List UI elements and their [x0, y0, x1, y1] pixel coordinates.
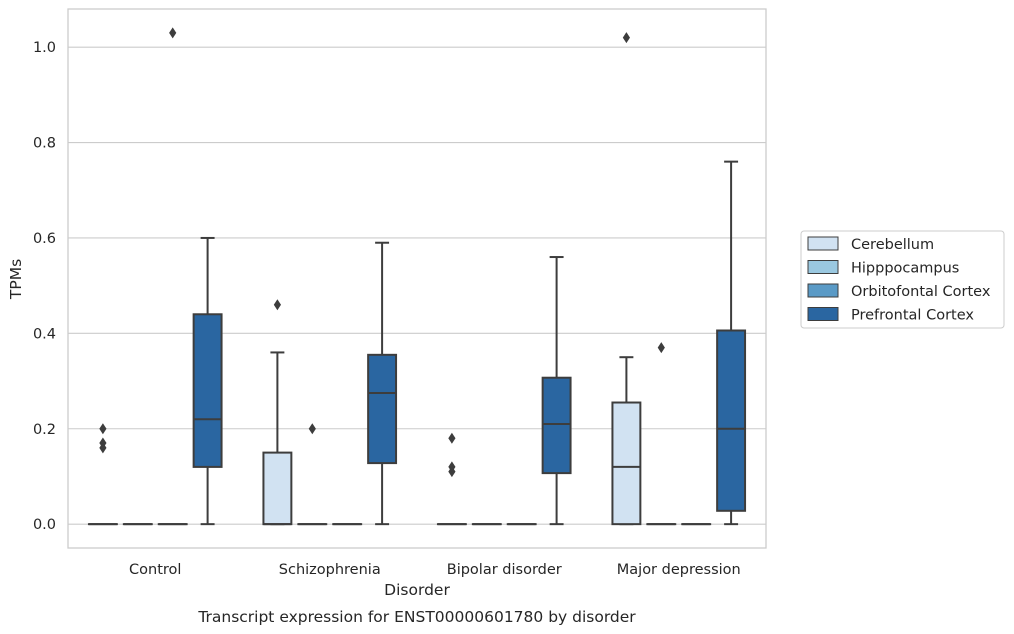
legend: Cerebellum Hipppocampus Orbitofontal Corte… [800, 230, 1005, 329]
legend-label: Prefrontal Cortex [851, 308, 974, 324]
box-cerebellum-2 [436, 432, 467, 526]
box-body [192, 313, 223, 468]
legend-swatch [807, 307, 839, 321]
x-tick-label: Schizophrenia [279, 562, 381, 578]
box-hipppocampus-3 [646, 342, 677, 526]
box-cerebellum-3 [611, 32, 642, 526]
boxes-layer [87, 27, 747, 526]
y-tick-label: 0.2 [33, 422, 56, 438]
box-cerebellum-0 [87, 423, 118, 526]
box-prefrontal-cortex-0 [192, 236, 223, 526]
y-tick-label: 0.4 [33, 326, 56, 342]
y-tick-label: 1.0 [33, 40, 56, 56]
box-body [541, 376, 572, 475]
box-body [262, 451, 293, 526]
outlier-point [308, 423, 316, 435]
y-axis-title: TPMs [7, 259, 25, 300]
legend-label: Cerebellum [851, 237, 934, 253]
y-tick-label: 0.0 [33, 517, 56, 533]
outlier-point [622, 32, 630, 44]
box-orbitofontal-cortex-0 [157, 27, 188, 526]
box-prefrontal-cortex-3 [716, 160, 747, 526]
x-tick-label: Major depression [617, 562, 741, 578]
box-hipppocampus-1 [297, 423, 328, 526]
legend-label: Hipppocampus [851, 261, 959, 277]
box-body [716, 329, 747, 512]
plot-area-frame [67, 8, 767, 549]
y-tick-label: 0.6 [33, 231, 56, 247]
y-tick-labels: 0.0 0.2 0.4 0.6 0.8 1.0 [33, 40, 56, 533]
outlier-point [99, 437, 107, 449]
legend-frame [800, 230, 1005, 329]
legend-swatch [807, 283, 839, 298]
gridlines [68, 46, 766, 525]
outlier-point [657, 342, 665, 354]
x-axis-title: Disorder [384, 581, 450, 599]
box-prefrontal-cortex-2 [541, 256, 572, 526]
legend-label: Orbitofontal Cortex [851, 284, 991, 300]
outlier-point [273, 299, 281, 311]
box-body [611, 401, 642, 526]
outlier-point [99, 423, 107, 435]
box-cerebellum-1 [262, 299, 293, 526]
outlier-point [448, 461, 456, 473]
x-tick-label: Bipolar disorder [447, 562, 562, 578]
y-tick-label: 0.8 [33, 136, 56, 152]
legend-swatch [807, 236, 839, 251]
x-tick-labels: Control Schizophrenia Bipolar disorder Majo… [129, 562, 741, 578]
box-body [367, 353, 398, 465]
x-tick-label: Control [129, 562, 181, 578]
legend-swatch [807, 260, 839, 274]
outlier-point [448, 432, 456, 444]
chart-title: Transcript expression for ENST0000060178… [197, 608, 636, 626]
box-prefrontal-cortex-1 [367, 241, 398, 526]
outlier-point [169, 27, 177, 39]
